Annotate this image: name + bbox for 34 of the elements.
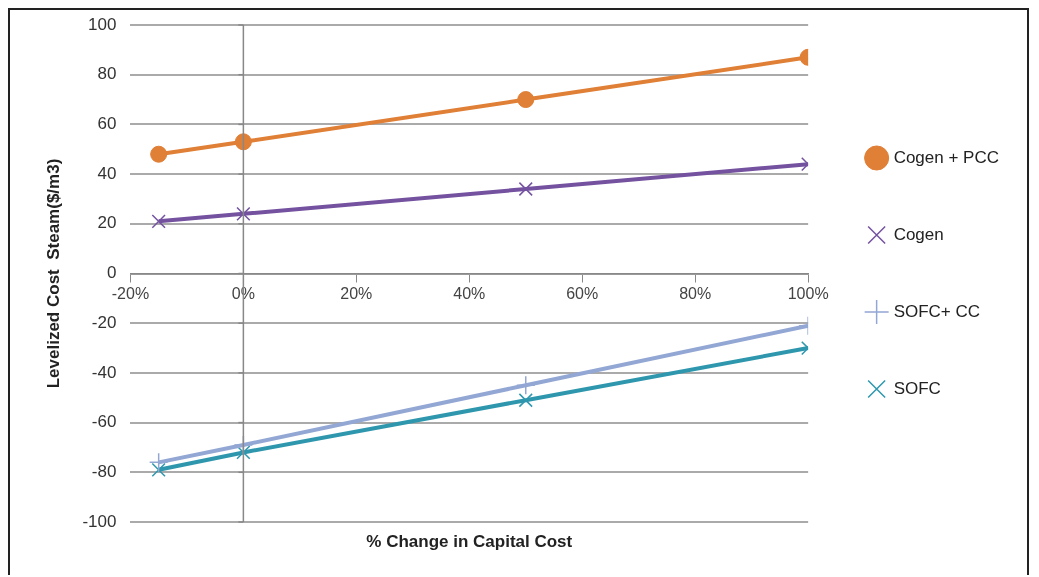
legend-label: SOFC xyxy=(893,378,941,398)
point xyxy=(151,462,166,477)
y-tick-label: 100 xyxy=(88,14,117,34)
y-tick-label: 40 xyxy=(97,163,117,183)
point xyxy=(518,393,533,408)
point xyxy=(518,181,533,197)
legend-label: Cogen xyxy=(893,224,944,244)
point xyxy=(150,145,168,163)
y-tick-label: 80 xyxy=(97,64,117,84)
point xyxy=(151,214,166,229)
x-tick-label: 60% xyxy=(566,284,599,302)
point xyxy=(236,445,251,460)
x-tick-label: 40% xyxy=(453,284,486,302)
y-axis-title: Levelized Cost Steam($/m3) xyxy=(43,158,63,389)
y-tick-label: -80 xyxy=(91,461,117,481)
point xyxy=(234,133,252,151)
y-tick-label: -20 xyxy=(91,312,117,332)
x-tick-label: 100% xyxy=(787,284,829,302)
y-tick-label: 60 xyxy=(97,114,117,134)
point xyxy=(148,452,169,473)
x-tick-label: -20% xyxy=(111,284,150,302)
point xyxy=(516,375,536,396)
y-tick-label: -40 xyxy=(91,362,117,382)
x-tick-label: 80% xyxy=(679,284,712,302)
x-axis-title: % Change in Capital Cost xyxy=(366,531,573,551)
point xyxy=(236,206,251,221)
legend-label: Cogen + PCC xyxy=(893,147,1000,167)
y-tick-label: 0 xyxy=(106,263,117,283)
y-tick-label: 20 xyxy=(97,213,117,233)
x-tick-label: 20% xyxy=(340,284,373,302)
y-tick-label: -60 xyxy=(91,412,117,432)
y-tick-label: -100 xyxy=(82,511,117,531)
point xyxy=(517,91,535,109)
legend-label: SOFC+ CC xyxy=(893,301,981,321)
